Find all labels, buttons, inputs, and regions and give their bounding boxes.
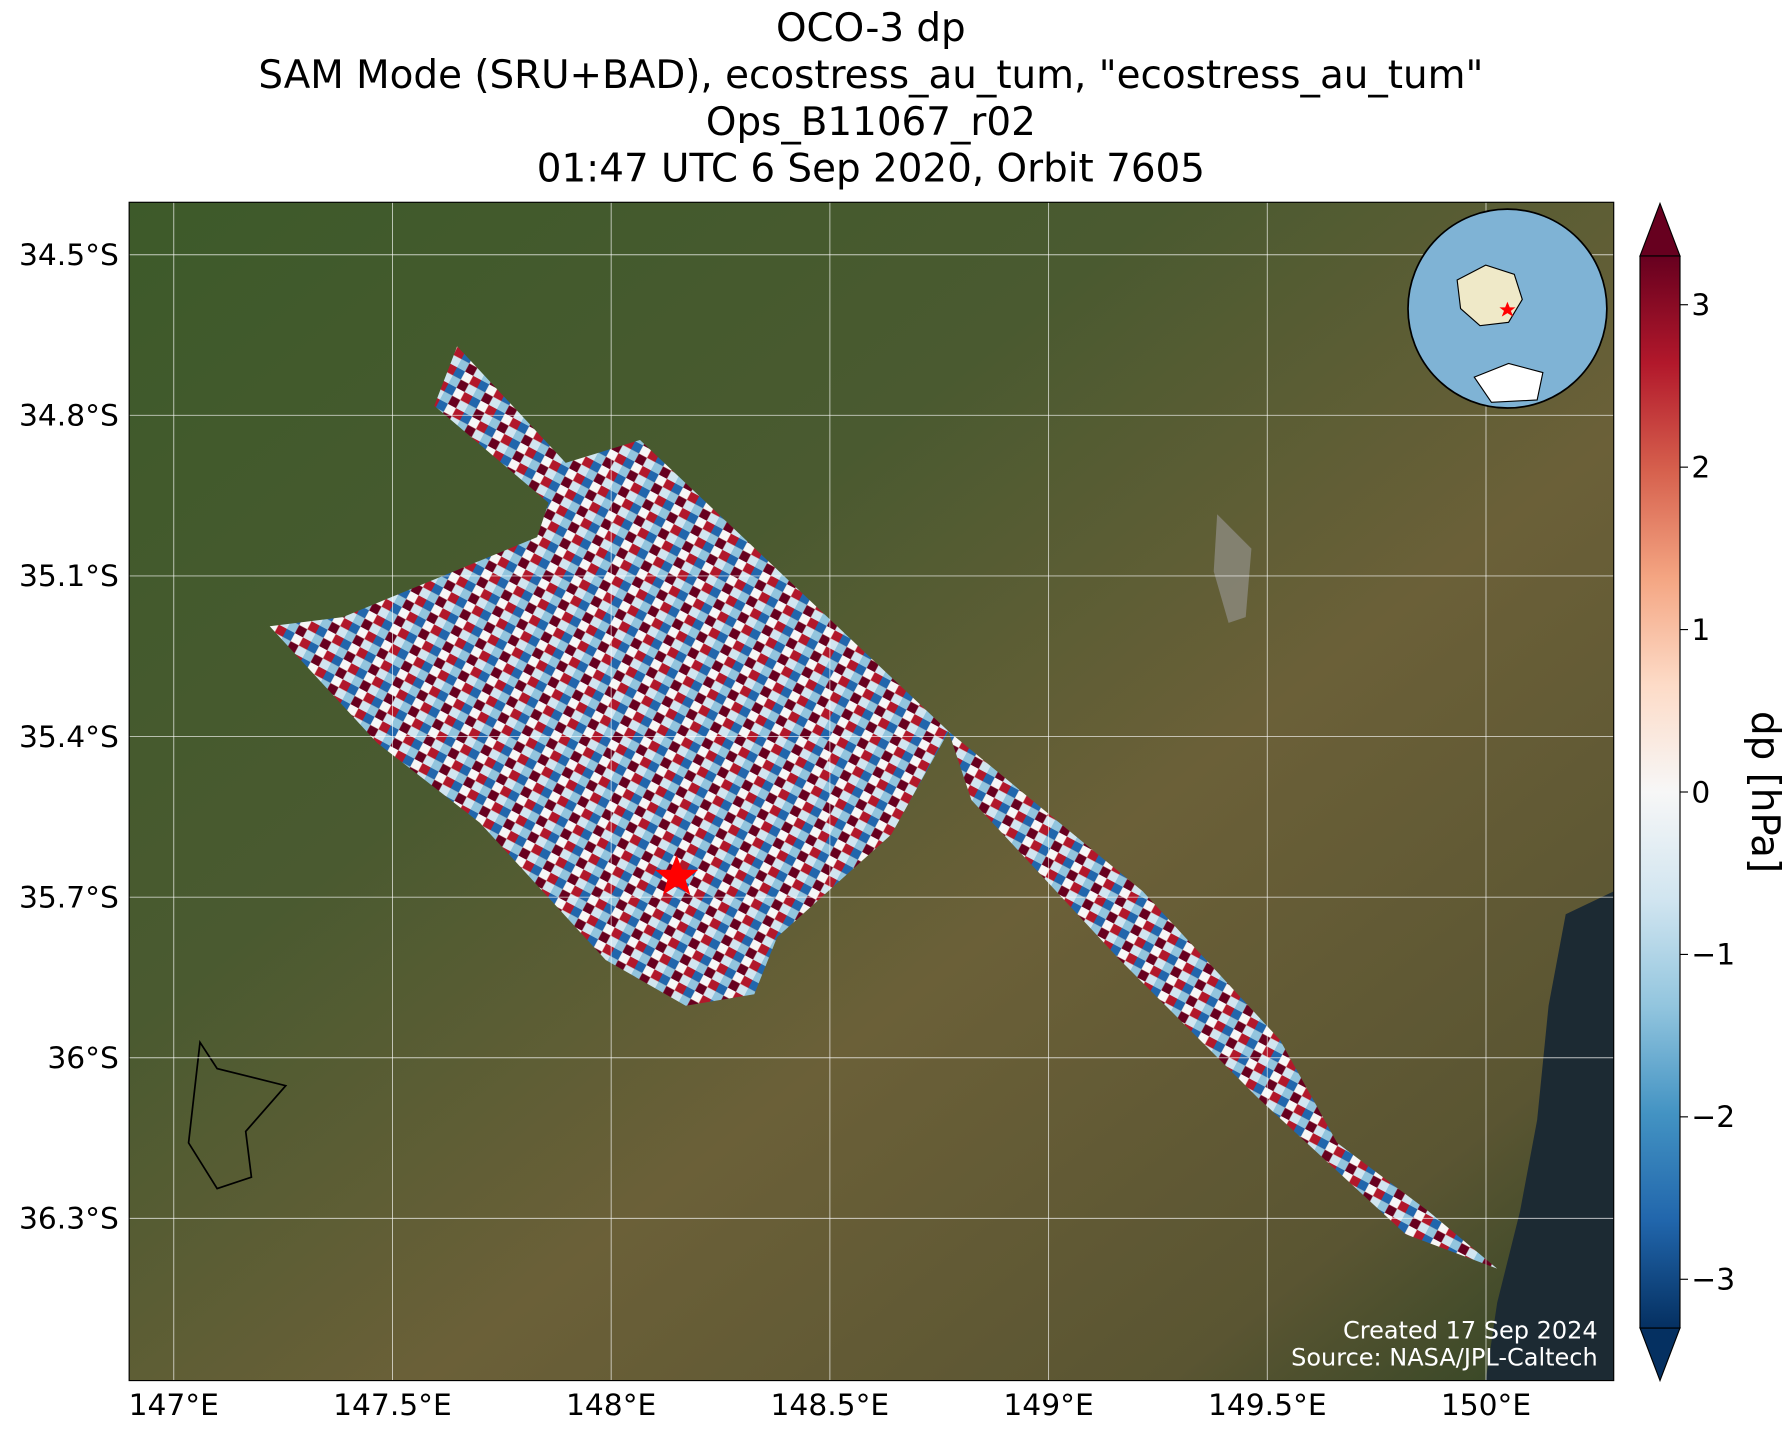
y-tick-label: 35.7°S	[19, 880, 119, 915]
colorbar-tick-label: −1	[1691, 938, 1735, 973]
credit: Source: NASA/JPL-Caltech	[1291, 1344, 1598, 1372]
globe-star	[1499, 301, 1516, 317]
y-tick-label: 34.8°S	[19, 399, 119, 434]
lake	[1213, 514, 1252, 623]
map-frame	[128, 201, 1615, 1382]
colorbar-tick-label: 2	[1691, 450, 1710, 485]
site-star	[654, 854, 699, 895]
x-tick-label: 150°E	[1441, 1388, 1531, 1423]
globe-antarctica	[1473, 362, 1544, 403]
x-tick-label: 149°E	[1003, 1388, 1093, 1423]
colorbar-tick-label: 1	[1691, 613, 1710, 648]
y-tick-label: 36.3°S	[19, 1202, 119, 1237]
colorbar-extend-top	[1639, 201, 1681, 257]
grid	[129, 202, 1614, 1381]
chart-title: SAM Mode (SRU+BAD), ecostress_au_tum, "e…	[258, 53, 1483, 98]
x-tick-label: 148°E	[566, 1388, 656, 1423]
swath	[269, 346, 949, 1006]
colorbar-tick-label: −3	[1691, 1263, 1735, 1298]
colorbar-body	[1639, 255, 1681, 1329]
colorbar-extend-bottom	[1639, 1327, 1681, 1383]
swath	[948, 731, 1498, 1269]
credit: Created 17 Sep 2024	[1343, 1316, 1598, 1344]
y-tick-label: 36°S	[47, 1041, 119, 1076]
y-tick-label: 35.1°S	[19, 559, 119, 594]
x-tick-label: 147°E	[129, 1388, 219, 1423]
chart-title: OCO-3 dp	[776, 6, 966, 51]
chart-title: Ops_B11067_r02	[706, 100, 1036, 145]
colorbar-label: dp [hPa]	[1742, 711, 1787, 873]
y-tick-label: 35.4°S	[19, 720, 119, 755]
colorbar-tick-label: 0	[1691, 775, 1710, 810]
colorbar-tick-label: −2	[1691, 1100, 1735, 1135]
colorbar: −3 −2 −1 0 1 2 3 dp [hPa]	[1639, 201, 1787, 1383]
chart-title: 01:47 UTC 6 Sep 2020, Orbit 7605	[537, 147, 1205, 192]
lake-outline	[187, 1039, 288, 1190]
x-tick-label: 149.5°E	[1208, 1388, 1327, 1423]
colorbar-tick-label: 3	[1691, 288, 1710, 323]
x-tick-label: 148.5°E	[771, 1388, 890, 1423]
x-tick-label: 147.5°E	[333, 1388, 452, 1423]
ocean	[1485, 891, 1614, 1381]
y-tick-label: 34.5°S	[19, 238, 119, 273]
axes: 147°E 147.5°E 148°E 148.5°E 149°E 149.5°E 150°…	[19, 238, 1531, 1423]
